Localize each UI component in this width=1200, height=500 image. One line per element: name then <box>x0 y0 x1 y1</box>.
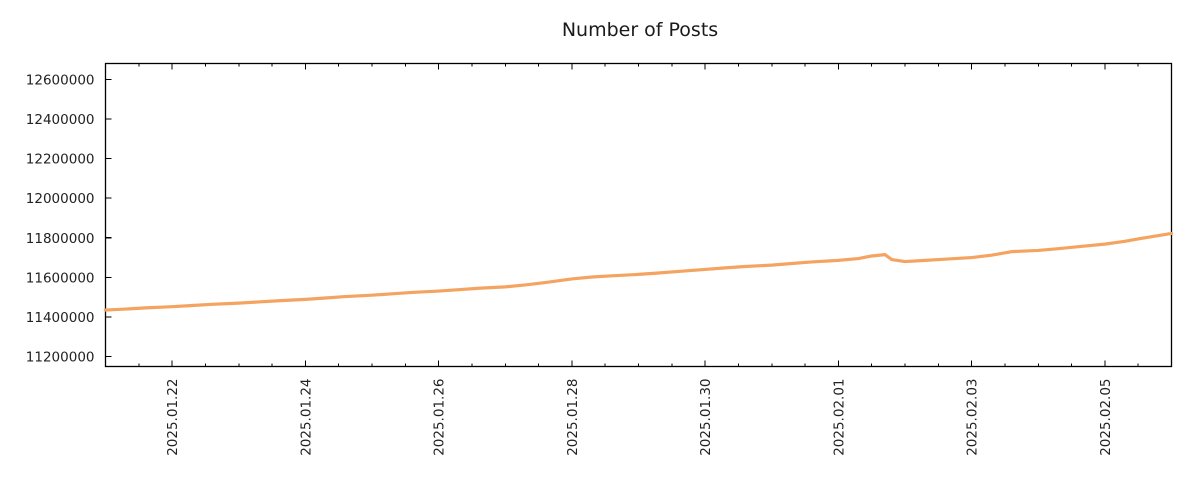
series-line-0 <box>103 231 1174 312</box>
x-tick-label: 2025.01.26 <box>432 379 448 456</box>
x-tick-label: 2025.01.24 <box>298 379 314 456</box>
y-tick-label: 11200000 <box>26 350 95 366</box>
major-tick-marks <box>105 63 1106 367</box>
y-tick-label: 12600000 <box>26 72 95 88</box>
x-tick-label: 2025.02.05 <box>1098 379 1114 456</box>
x-tick-label: 2025.02.03 <box>965 379 981 456</box>
x-tick-label: 2025.01.22 <box>165 379 181 456</box>
y-tick-label: 11400000 <box>26 310 95 326</box>
y-tick-label: 12400000 <box>26 112 95 128</box>
y-tick-label: 12000000 <box>26 191 95 207</box>
x-tick-label: 2025.01.28 <box>565 379 581 456</box>
x-tick-label: 2025.02.01 <box>831 379 847 456</box>
y-tick-label: 11800000 <box>26 231 95 247</box>
chart-title: Number of Posts <box>562 19 718 41</box>
x-axis-tick-labels: 2025.01.22 2025.01.24 2025.01.26 2025.01.28… <box>165 379 1114 456</box>
data-series-layer <box>103 231 1174 312</box>
y-tick-label: 12200000 <box>26 152 95 168</box>
y-axis-tick-labels: 11200000 11400000 11600000 11800000 12000000… <box>26 72 95 365</box>
plot-area-frame <box>104 62 1173 368</box>
y-tick-label: 11600000 <box>26 270 95 286</box>
x-tick-label: 2025.01.30 <box>698 379 714 456</box>
